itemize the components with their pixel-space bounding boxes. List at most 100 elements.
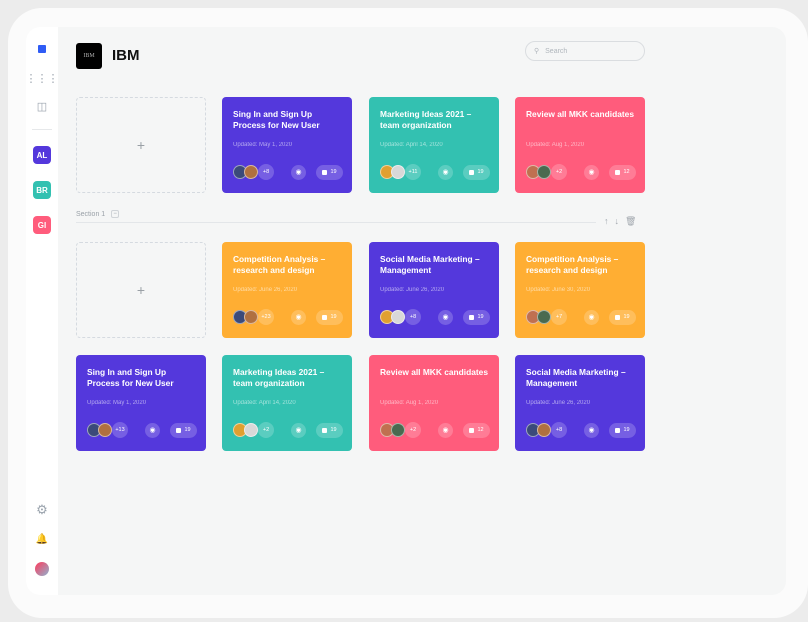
comment-icon	[615, 169, 621, 175]
user-avatar[interactable]	[35, 562, 49, 576]
comments-button[interactable]: 19	[170, 422, 197, 438]
trash-icon[interactable]: 🗑	[625, 216, 637, 226]
more-members-badge[interactable]: +13	[112, 422, 128, 438]
member-avatar	[391, 165, 405, 179]
sidebar: ⋮⋮⋮ ◫ AL BR GI ⚙ 🔔	[26, 27, 59, 595]
comment-count: 19	[330, 427, 337, 433]
card-title: Marketing Ideas 2021 – team organization	[233, 367, 325, 388]
arrow-down-icon[interactable]: ↓	[614, 216, 620, 226]
member-avatar	[391, 423, 405, 437]
more-members-badge[interactable]: +8	[551, 422, 567, 438]
card-title: Competition Analysis – research and desi…	[233, 254, 326, 275]
more-members-badge[interactable]: +2	[551, 164, 567, 180]
grid-icon[interactable]: ⋮⋮⋮	[26, 72, 59, 85]
eye-icon[interactable]: ◉	[438, 422, 453, 438]
card-updated: Updated: June 26, 2020	[526, 400, 591, 406]
eye-icon[interactable]: ◉	[584, 422, 599, 438]
board-card[interactable]: Social Media Marketing – Management Upda…	[515, 355, 645, 451]
more-members-badge[interactable]: +8	[258, 164, 274, 180]
card-title: Competition Analysis – research and desi…	[526, 254, 619, 275]
card-title: Social Media Marketing – Management	[380, 254, 480, 275]
eye-icon[interactable]: ◉	[145, 422, 160, 438]
board-card[interactable]: Competition Analysis – research and desi…	[222, 242, 352, 338]
boards-icon[interactable]	[35, 42, 49, 56]
comment-icon	[469, 314, 475, 320]
comments-button[interactable]: 12	[463, 422, 490, 438]
card-title: Review all MKK candidates	[380, 367, 488, 377]
layout-icon[interactable]: ◫	[36, 100, 48, 113]
search-placeholder: Search	[545, 47, 568, 55]
board-card[interactable]: Marketing Ideas 2021 – team organization…	[369, 97, 499, 193]
collapse-toggle[interactable]: −	[111, 210, 120, 218]
card-updated: Updated: May 1, 2020	[87, 400, 147, 406]
section-divider	[76, 222, 596, 223]
more-members-badge[interactable]: +2	[405, 422, 421, 438]
card-updated: Updated: Aug 1, 2020	[526, 142, 585, 148]
comment-count: 19	[477, 169, 484, 175]
card-updated: Updated: May 1, 2020	[233, 142, 293, 148]
comments-button[interactable]: 19	[609, 422, 636, 438]
card-title: Sing In and Sign Up Process for New User	[233, 109, 320, 130]
card-title: Social Media Marketing – Management	[526, 367, 626, 388]
eye-icon[interactable]: ◉	[584, 309, 599, 325]
workspace-br[interactable]: BR	[33, 181, 51, 199]
eye-icon[interactable]: ◉	[438, 164, 453, 180]
comment-count: 19	[477, 314, 484, 320]
eye-icon[interactable]: ◉	[291, 422, 306, 438]
board-card[interactable]: Sing In and Sign Up Process for New User…	[76, 355, 206, 451]
comment-icon	[322, 314, 328, 320]
more-members-badge[interactable]: +7	[551, 309, 567, 325]
board-card[interactable]: Social Media Marketing – Management Upda…	[369, 242, 499, 338]
eye-icon[interactable]: ◉	[438, 309, 453, 325]
member-avatar	[537, 310, 551, 324]
card-updated: Updated: June 30, 2020	[526, 287, 591, 293]
comment-count: 19	[184, 427, 191, 433]
comment-icon	[322, 427, 328, 433]
sidebar-divider	[32, 129, 52, 130]
company-logo: IBM	[76, 43, 102, 69]
comment-count: 19	[623, 427, 630, 433]
arrow-up-icon[interactable]: ↑	[604, 216, 609, 226]
search-input[interactable]: ⚲ Search	[525, 41, 645, 61]
eye-icon[interactable]: ◉	[291, 164, 306, 180]
board-card[interactable]: Competition Analysis – research and desi…	[515, 242, 645, 338]
comments-button[interactable]: 19	[316, 309, 343, 325]
workspace-al[interactable]: AL	[33, 146, 51, 164]
section-header: Section 1−	[76, 210, 120, 218]
board-card[interactable]: Sing In and Sign Up Process for New User…	[222, 97, 352, 193]
more-members-badge[interactable]: +8	[405, 309, 421, 325]
member-avatar	[98, 423, 112, 437]
card-updated: Updated: Aug 1, 2020	[380, 400, 439, 406]
more-members-badge[interactable]: +2	[258, 422, 274, 438]
comments-button[interactable]: 19	[463, 164, 490, 180]
section-title: Section 1	[76, 210, 106, 218]
member-avatar	[244, 310, 258, 324]
card-updated: Updated: April 14, 2020	[380, 142, 443, 148]
comments-button[interactable]: 12	[609, 164, 636, 180]
board-card[interactable]: Review all MKK candidates Updated: Aug 1…	[369, 355, 499, 451]
eye-icon[interactable]: ◉	[291, 309, 306, 325]
board-card[interactable]: Review all MKK candidates Updated: Aug 1…	[515, 97, 645, 193]
settings-icon[interactable]: ⚙	[36, 502, 48, 517]
eye-icon[interactable]: ◉	[584, 164, 599, 180]
member-avatar	[537, 423, 551, 437]
more-members-badge[interactable]: +23	[258, 309, 274, 325]
card-updated: Updated: April 14, 2020	[233, 400, 296, 406]
comment-icon	[469, 427, 475, 433]
member-avatar	[537, 165, 551, 179]
workspace-gi[interactable]: GI	[33, 216, 51, 234]
comments-button[interactable]: 19	[316, 164, 343, 180]
comments-button[interactable]: 19	[609, 309, 636, 325]
member-avatar	[244, 165, 258, 179]
member-avatar	[391, 310, 405, 324]
board-card[interactable]: Marketing Ideas 2021 – team organization…	[222, 355, 352, 451]
bell-icon[interactable]: 🔔	[35, 533, 49, 545]
comments-button[interactable]: 19	[316, 422, 343, 438]
more-members-badge[interactable]: +11	[405, 164, 421, 180]
comments-button[interactable]: 19	[463, 309, 490, 325]
add-board-button[interactable]: +	[76, 97, 206, 193]
add-board-button[interactable]: +	[76, 242, 206, 338]
comment-icon	[615, 427, 621, 433]
card-title: Review all MKK candidates	[526, 109, 634, 119]
comment-count: 12	[623, 169, 630, 175]
